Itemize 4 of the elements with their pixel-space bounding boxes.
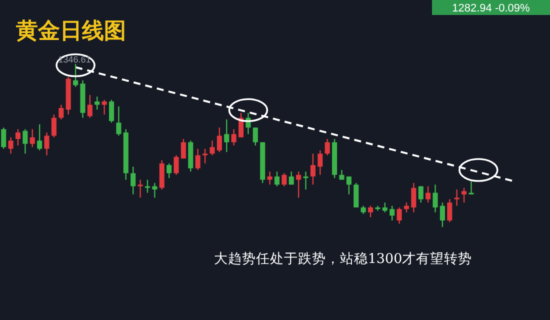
text: 1282.94 -0.09% [452, 2, 530, 14]
annotation: 1346.61 [58, 54, 91, 64]
text: 大趋势任处于跌势，站稳1300才有望转势 [214, 251, 472, 267]
chart-title: 黄金日线图 [15, 19, 126, 44]
